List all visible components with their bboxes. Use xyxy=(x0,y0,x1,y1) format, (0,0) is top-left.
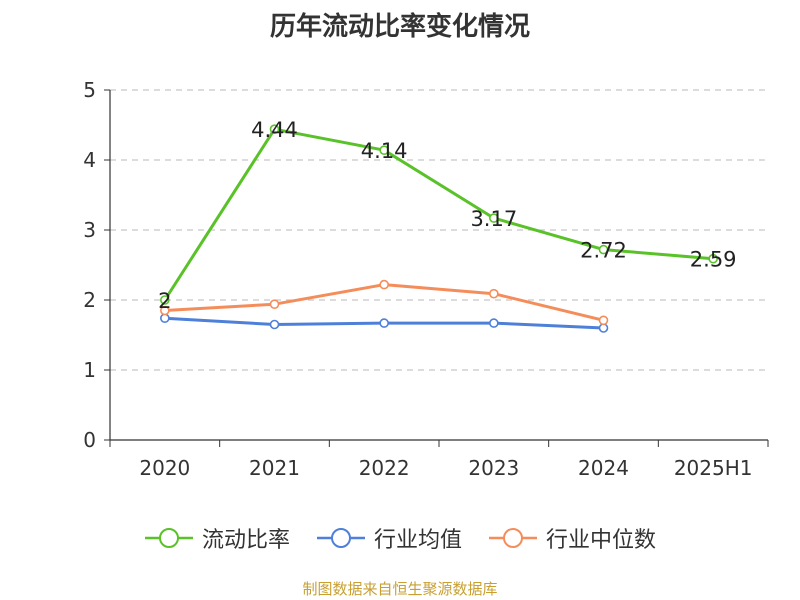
x-tick-label: 2020 xyxy=(139,456,190,480)
data-point xyxy=(269,319,280,330)
data-point xyxy=(489,318,499,328)
legend-swatch-icon xyxy=(489,528,537,548)
data-point xyxy=(160,305,170,316)
y-tick-label: 1 xyxy=(83,358,96,382)
legend-label: 行业均值 xyxy=(373,528,462,553)
legend-swatch-icon xyxy=(316,528,365,548)
legend-swatch-marker xyxy=(158,528,179,548)
y-tick-label: 5 xyxy=(83,78,96,102)
series-lines xyxy=(160,124,718,333)
data-point xyxy=(379,318,389,328)
data-point xyxy=(269,299,280,310)
data-point xyxy=(269,124,280,134)
x-tick-label: 2021 xyxy=(249,456,300,480)
data-point xyxy=(160,295,170,305)
legend-swatch-marker xyxy=(330,528,351,548)
data-point xyxy=(379,145,389,155)
data-labels: 2 4.44 4.14 3.17 2.72 2.59 xyxy=(158,118,736,313)
x-tick-label: 2022 xyxy=(359,456,410,480)
data-label: 3.17 xyxy=(470,207,517,231)
legend-swatch-marker xyxy=(503,528,523,548)
data-point xyxy=(598,244,609,255)
legend-item[interactable]: 流动比率 xyxy=(144,522,290,554)
source-note: 制图数据来自恒生聚源数据库 xyxy=(302,580,498,598)
y-tick-label: 4 xyxy=(83,148,96,172)
x-tick-label: 2024 xyxy=(578,456,629,480)
legend-item[interactable]: 行业均值 xyxy=(316,522,462,554)
data-point xyxy=(489,288,499,299)
y-tick-label: 2 xyxy=(83,288,96,312)
x-tick-label: 2023 xyxy=(468,456,519,480)
data-point xyxy=(598,315,609,326)
legend-label: 行业中位数 xyxy=(546,528,657,553)
data-point xyxy=(160,313,170,324)
y-tick-label: 0 xyxy=(83,428,96,452)
series-line-2 xyxy=(164,283,604,322)
legend-item[interactable]: 行业中位数 xyxy=(488,522,656,554)
data-label: 4.44 xyxy=(251,118,298,142)
series-line-0 xyxy=(163,127,714,301)
data-point xyxy=(489,213,499,223)
legend-swatch-icon xyxy=(144,528,193,548)
data-label: 2 xyxy=(158,289,171,313)
legend-label: 流动比率 xyxy=(201,528,290,553)
data-label: 2.59 xyxy=(690,248,737,272)
data-point xyxy=(598,323,609,333)
data-point xyxy=(379,279,389,290)
axes: 0 1 2 3 4 5 2020 2021 2022 2023 2024 2025H1 xyxy=(83,78,769,480)
data-label: 2.72 xyxy=(580,239,627,263)
legend: 流动比率 行业均值 行业中位数 xyxy=(0,520,800,556)
y-tick-label: 3 xyxy=(83,218,96,242)
chart-title: 历年流动比率变化情况 xyxy=(269,12,530,42)
data-point xyxy=(708,253,718,264)
data-label: 4.14 xyxy=(361,139,408,163)
x-tick-label: 2025H1 xyxy=(674,456,753,480)
